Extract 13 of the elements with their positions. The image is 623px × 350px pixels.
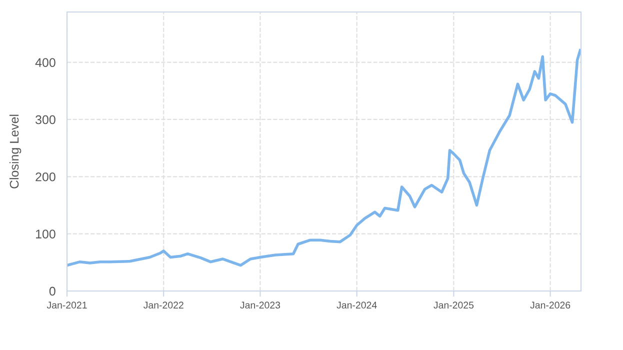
- y-axis-title: Closing Level: [9, 114, 22, 188]
- x-tick-label: Jan-2023: [240, 302, 280, 309]
- y-tick-label: 200: [36, 172, 56, 182]
- y-tick-label: 400: [35, 58, 56, 67]
- y-tick-label: 0: [49, 286, 56, 296]
- x-tick-label: Jan-2024: [336, 302, 377, 309]
- y-tick-label: 100: [36, 230, 56, 238]
- x-tick-label: Jan-2021: [46, 302, 87, 309]
- x-tick-label: Jan-2025: [434, 302, 474, 309]
- y-tick-label: 300: [36, 115, 56, 124]
- x-tick-label: Jan-2022: [143, 302, 184, 309]
- line-series: [67, 48, 581, 267]
- x-tick-label: Jan-2026: [530, 302, 570, 309]
